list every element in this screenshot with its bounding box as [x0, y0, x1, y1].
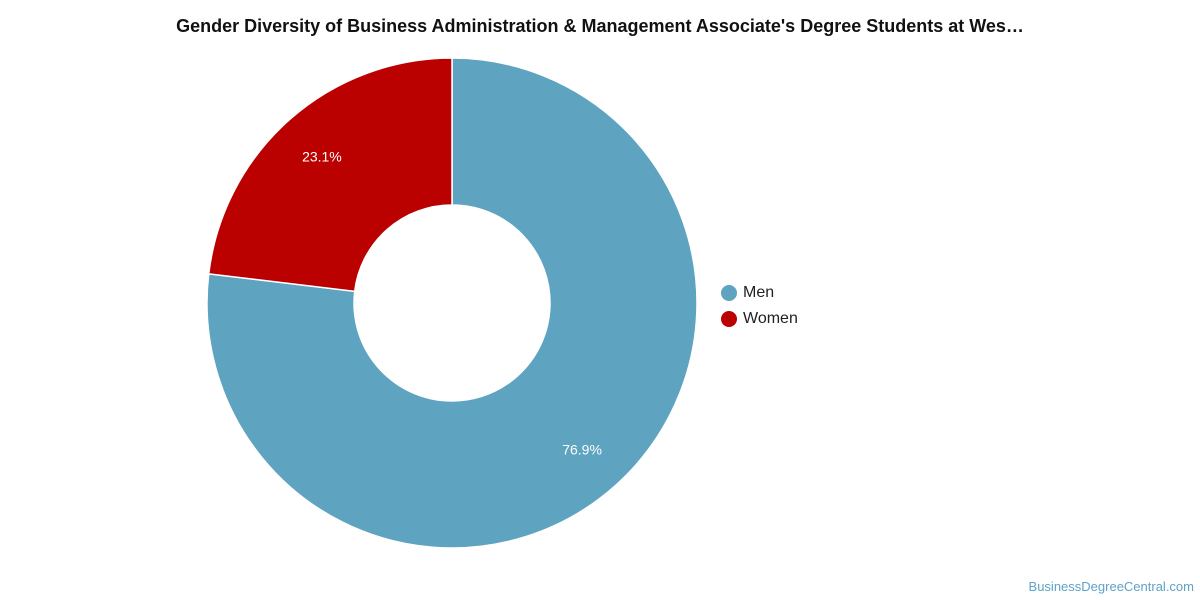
- slice-men[interactable]: [206, 57, 698, 549]
- legend-item-men[interactable]: Men: [721, 280, 798, 306]
- slice-labels-group: 76.9% 23.1%: [302, 148, 602, 457]
- credit-link[interactable]: BusinessDegreeCentral.com: [1028, 579, 1194, 594]
- slice-women[interactable]: [207, 57, 453, 293]
- legend: Men Women: [721, 280, 798, 332]
- legend-swatch-women: [721, 311, 737, 327]
- legend-label-women: Women: [743, 310, 798, 327]
- slice-label-men: 76.9%: [562, 442, 602, 458]
- slices-group: [206, 57, 698, 549]
- legend-swatch-men: [721, 285, 737, 301]
- chart-title: Gender Diversity of Business Administrat…: [176, 16, 1024, 36]
- legend-item-women[interactable]: Women: [721, 306, 798, 332]
- legend-label-men: Men: [743, 284, 775, 301]
- slice-label-women: 23.1%: [302, 148, 342, 164]
